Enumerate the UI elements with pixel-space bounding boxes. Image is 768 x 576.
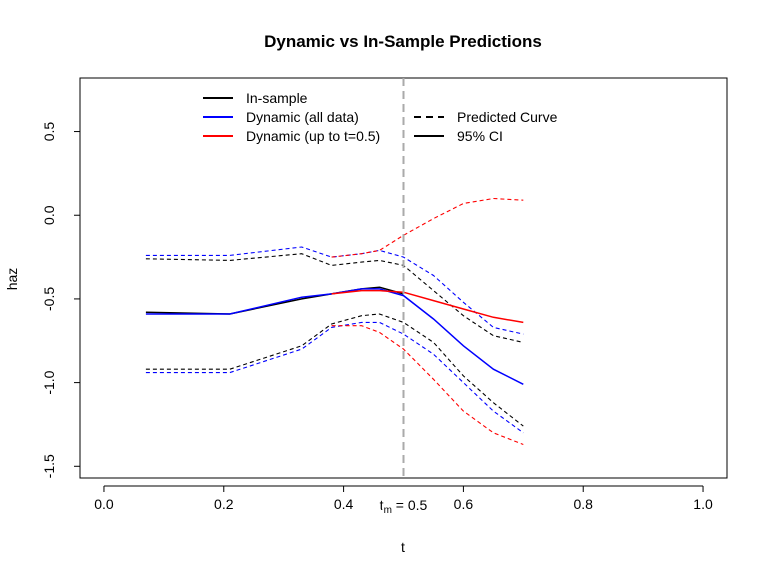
y-tick-label: -0.5	[41, 287, 57, 311]
x-axis: 0.0 0.2 0.4 0.6 0.8 1.0	[94, 485, 713, 512]
series-line-5-lower	[145, 321, 524, 434]
legend-label: In-sample	[246, 90, 308, 106]
x-axis-label: t	[401, 539, 405, 555]
x-tick-label: 0.6	[454, 496, 474, 512]
series-line-6-estimate	[331, 289, 524, 324]
y-tick-label: -1.0	[41, 370, 57, 394]
legend-label: Dynamic (all data)	[246, 109, 359, 125]
series-line-7-upper	[331, 197, 524, 258]
y-tick-label: 0.5	[41, 122, 57, 142]
series-line-1-upper	[145, 253, 524, 343]
x-tick-label: 0.4	[334, 496, 354, 512]
y-tick-label: 0.0	[41, 205, 57, 225]
series-line-3-estimate	[145, 288, 524, 385]
vertical-marker: tm = 0.5	[378, 78, 430, 518]
vline-label: tm = 0.5	[380, 497, 428, 516]
x-tick-label: 0.8	[573, 496, 593, 512]
y-tick-label: -1.5	[41, 454, 57, 478]
series-line-8-lower	[331, 325, 524, 446]
chart-title: Dynamic vs In-Sample Predictions	[264, 32, 542, 51]
y-axis: -1.5 -1.0 -0.5 0.0 0.5	[41, 122, 81, 478]
x-tick-label: 0.2	[214, 496, 234, 512]
series-line-2-lower	[145, 313, 524, 427]
legend-linetype-label: 95% CI	[457, 128, 503, 144]
series-layer	[145, 197, 524, 446]
legend-label: Dynamic (up to t=0.5)	[246, 128, 380, 144]
legend-linetypes: Predicted Curve 95% CI	[414, 109, 558, 144]
x-tick-label: 1.0	[693, 496, 713, 512]
legend-linetype-label: Predicted Curve	[457, 109, 558, 125]
y-axis-label: haz	[4, 268, 20, 291]
legend-colors: In-sample Dynamic (all data) Dynamic (up t…	[203, 90, 380, 144]
x-tick-label: 0.0	[94, 496, 114, 512]
